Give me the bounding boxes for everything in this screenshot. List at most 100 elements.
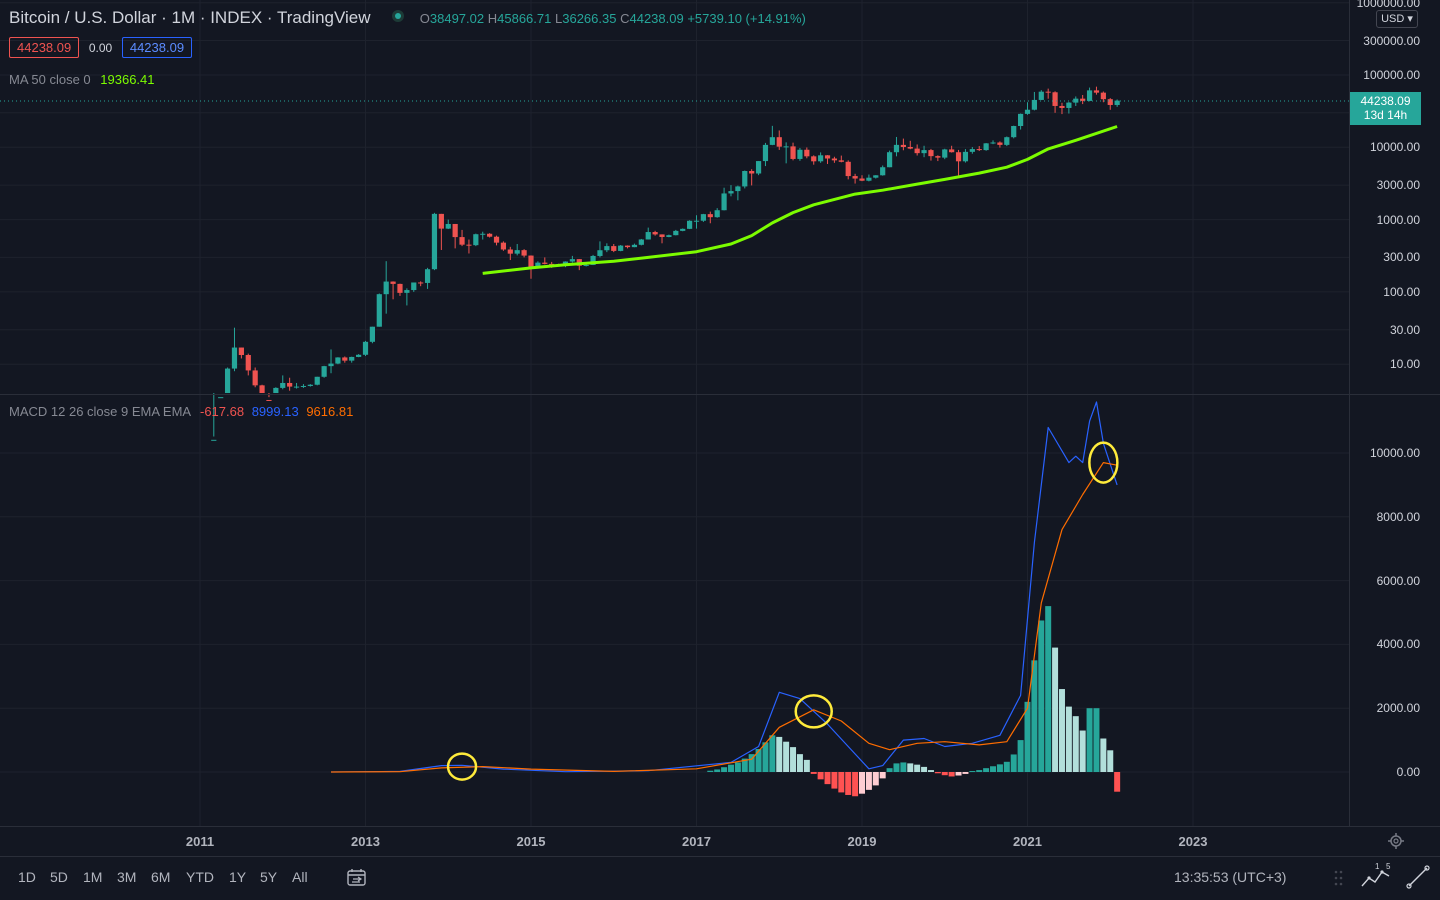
histogram-bar [845,772,852,795]
candle-body [831,158,838,161]
candle-body [266,399,272,401]
calendar-range-icon[interactable] [346,868,368,888]
candle [245,353,251,376]
candle-body [328,363,334,367]
histogram-bar [1100,738,1107,772]
candle-body [231,347,238,369]
candle-body [804,149,810,157]
candle-body [1073,98,1079,103]
candle [900,138,906,151]
timeframe-button-1m[interactable]: 1M [83,869,103,885]
macd-legend[interactable]: MACD 12 26 close 9 EMA EMA -617.68 8999.… [9,404,353,419]
candle [693,215,700,229]
candle-body [714,210,720,218]
candle-body [597,250,603,256]
candle-body [583,264,589,266]
candle-body [742,171,748,187]
histogram-bar [838,772,845,793]
clock[interactable]: 13:35:53 (UTC+3) [1174,869,1287,885]
candle [673,229,679,236]
timeframe-button-1y[interactable]: 1Y [229,869,247,885]
high-value: 45866.71 [497,11,552,26]
timeframe-button-5d[interactable]: 5D [50,869,68,885]
candle-body [962,151,969,162]
candle-body [521,250,527,256]
histogram-bar [927,770,934,772]
timeframe-button-6m[interactable]: 6M [151,869,171,885]
candle [342,356,348,363]
candle [321,365,327,378]
timeframe-button-ytd[interactable]: YTD [186,869,214,885]
candle-body [762,144,769,162]
candle-body [376,294,382,327]
ma50-polyline [482,125,1118,275]
histogram-bar [831,772,838,789]
candle-body [721,193,727,211]
candle-body [321,366,327,377]
drawing-line-icon[interactable] [1405,864,1431,890]
candle-body [507,249,513,254]
candle [631,243,638,248]
low-label: L [555,11,563,26]
candle [962,149,969,163]
buy-button[interactable]: 44238.09 [121,37,193,58]
candle [831,156,838,163]
histogram-bar [907,763,914,772]
candle-body [921,150,927,154]
candle [418,281,424,287]
candle [487,233,493,238]
time-tick-label: 2017 [682,834,711,849]
candle [700,213,706,222]
candle [873,175,879,179]
macd-legend-label: MACD 12 26 close 9 EMA EMA [9,404,191,419]
candle [431,212,438,271]
candle-body [707,214,713,218]
price-tick-label: 1000000.00 [1356,0,1420,10]
timeframe-button-all[interactable]: All [292,869,308,885]
timeframe-button-3m[interactable]: 3M [117,869,137,885]
macd-tick-label: 8000.00 [1376,509,1420,524]
candle-body [473,234,479,246]
histogram-bar [790,747,797,772]
price-tick-label: 100.00 [1383,284,1420,299]
symbol-title[interactable]: Bitcoin / U.S. Dollar · 1M · INDEX · Tra… [9,8,371,27]
candle [211,393,217,441]
timeframe-button-5y[interactable]: 5Y [260,869,278,885]
candle [955,149,962,178]
candle [983,143,989,151]
candle-body [466,244,472,246]
timeframe-button-1d[interactable]: 1D [18,869,36,885]
sell-button[interactable]: 44238.09 [9,37,80,58]
price-tick-label: 3000.00 [1376,178,1420,193]
candle-body [252,370,258,386]
histogram-bar [1017,740,1024,772]
candle-body [728,191,734,194]
candle [783,142,789,164]
candle-body [1024,109,1031,114]
histogram-bar [796,754,803,772]
histogram-bar [865,772,872,790]
settings-gear-icon[interactable] [1387,832,1405,850]
candle-body [438,213,444,229]
currency-select[interactable]: USD ▾ [1376,10,1418,28]
candle-body [900,144,906,147]
candle-body [404,290,410,293]
candle [293,382,300,389]
candle-body [859,178,865,181]
candle [1073,96,1079,106]
candle-body [824,155,831,159]
drag-handle-icon[interactable] [1333,868,1345,888]
ma-legend[interactable]: MA 50 close 0 19366.41 [9,72,155,87]
candle [776,130,782,150]
candle-body [493,236,500,243]
histogram-bar [934,772,941,774]
candle-body [1100,92,1106,100]
candle-body [990,142,996,144]
macd-tick-label: 4000.00 [1376,637,1420,652]
candle-body [652,232,658,235]
candle [259,384,265,393]
histogram-bar [893,763,900,772]
ma50-line [482,125,1118,275]
